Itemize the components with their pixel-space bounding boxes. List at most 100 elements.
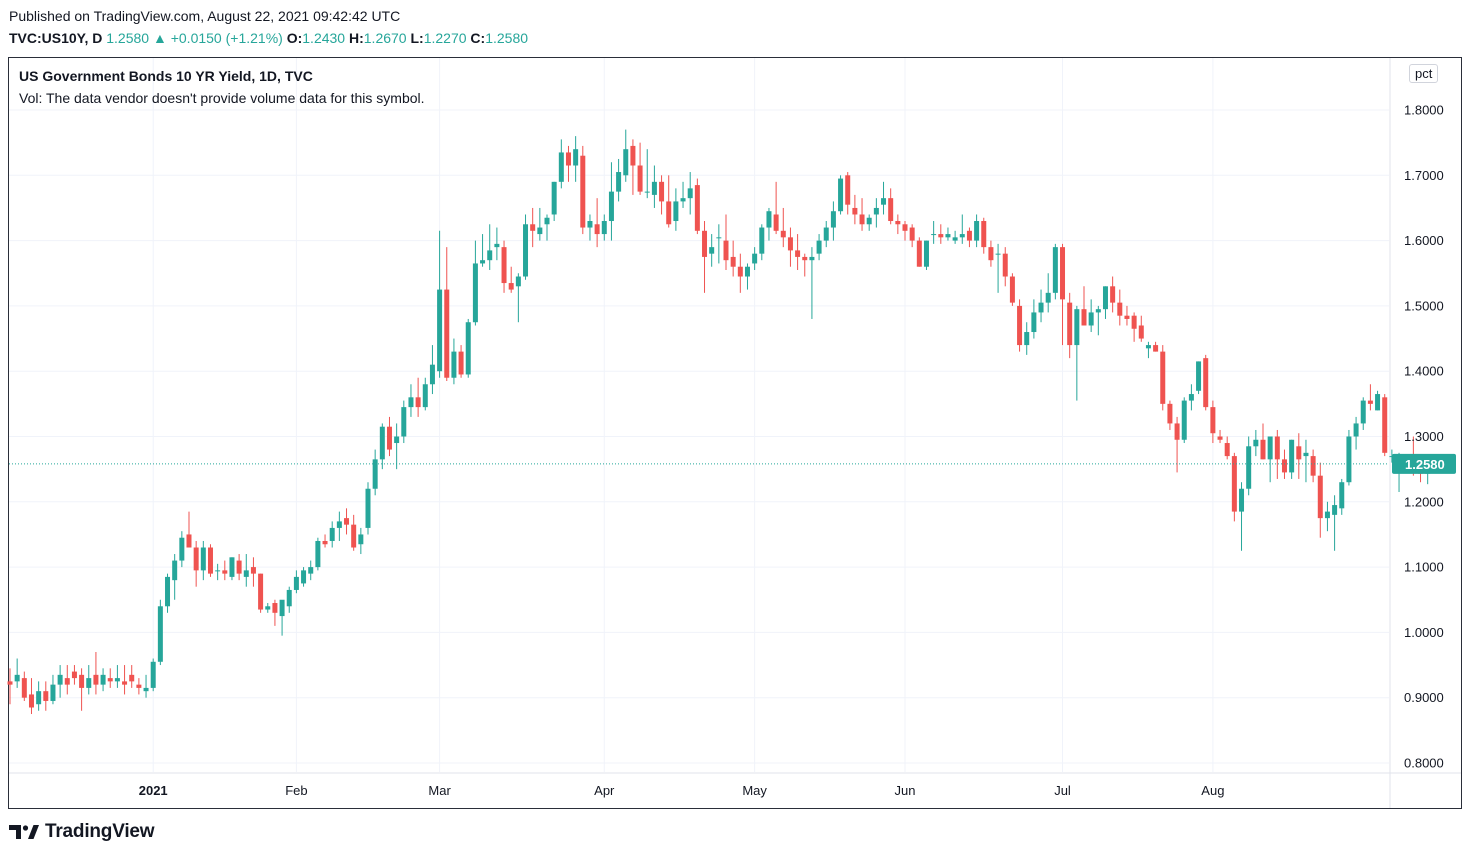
candle[interactable] bbox=[709, 234, 715, 267]
candle[interactable] bbox=[730, 240, 736, 277]
candle[interactable] bbox=[258, 573, 264, 613]
candle[interactable] bbox=[780, 207, 786, 248]
candle[interactable] bbox=[995, 243, 1001, 293]
candle[interactable] bbox=[988, 240, 994, 267]
candle[interactable] bbox=[143, 674, 149, 698]
candle[interactable] bbox=[759, 224, 765, 261]
candle[interactable] bbox=[437, 230, 443, 378]
candle[interactable] bbox=[1138, 315, 1144, 342]
candle[interactable] bbox=[308, 560, 314, 581]
candle[interactable] bbox=[1017, 299, 1023, 352]
candle[interactable] bbox=[494, 227, 500, 261]
candle[interactable] bbox=[687, 172, 693, 215]
candle[interactable] bbox=[737, 253, 743, 293]
candle[interactable] bbox=[895, 214, 901, 235]
candle[interactable] bbox=[1289, 439, 1295, 479]
candle[interactable] bbox=[1303, 439, 1309, 483]
candle[interactable] bbox=[193, 540, 199, 587]
candle[interactable] bbox=[952, 230, 958, 244]
candle[interactable] bbox=[1346, 429, 1352, 486]
tradingview-logo[interactable]: TradingView bbox=[9, 821, 155, 843]
candle[interactable] bbox=[472, 240, 478, 326]
candle[interactable] bbox=[1382, 394, 1388, 457]
candle[interactable] bbox=[923, 240, 929, 270]
candle[interactable] bbox=[1375, 390, 1381, 411]
candle[interactable] bbox=[1031, 299, 1037, 339]
candle[interactable] bbox=[888, 188, 894, 225]
candle[interactable] bbox=[401, 400, 407, 444]
candle[interactable] bbox=[1389, 449, 1395, 463]
candle[interactable] bbox=[1196, 361, 1202, 395]
candle[interactable] bbox=[1210, 400, 1216, 444]
candle[interactable] bbox=[1339, 478, 1345, 515]
candle[interactable] bbox=[673, 188, 679, 231]
candle[interactable] bbox=[845, 172, 851, 215]
candle[interactable] bbox=[752, 247, 758, 270]
candle[interactable] bbox=[981, 217, 987, 254]
candle[interactable] bbox=[1267, 436, 1273, 483]
candle[interactable] bbox=[909, 224, 915, 248]
candle[interactable] bbox=[1296, 433, 1302, 479]
candle[interactable] bbox=[1224, 436, 1230, 460]
candle[interactable] bbox=[859, 198, 865, 231]
candle[interactable] bbox=[830, 201, 836, 241]
candle[interactable] bbox=[608, 162, 614, 241]
candle[interactable] bbox=[86, 665, 92, 695]
candle[interactable] bbox=[916, 237, 922, 267]
candle[interactable] bbox=[14, 658, 20, 688]
candle[interactable] bbox=[716, 224, 722, 264]
candle[interactable] bbox=[723, 214, 729, 270]
candle[interactable] bbox=[272, 599, 278, 626]
candle[interactable] bbox=[1239, 482, 1245, 551]
candle[interactable] bbox=[1074, 305, 1080, 401]
candle[interactable] bbox=[114, 665, 120, 688]
candle[interactable] bbox=[551, 181, 557, 222]
candle[interactable] bbox=[1110, 276, 1116, 313]
candle[interactable] bbox=[358, 527, 364, 555]
candle[interactable] bbox=[279, 599, 285, 636]
candle[interactable] bbox=[587, 214, 593, 241]
candle[interactable] bbox=[866, 214, 872, 231]
candle[interactable] bbox=[365, 482, 371, 535]
candle[interactable] bbox=[222, 560, 228, 581]
candle[interactable] bbox=[1253, 429, 1259, 457]
candle[interactable] bbox=[451, 338, 457, 385]
candle[interactable] bbox=[601, 214, 607, 241]
candle[interactable] bbox=[150, 658, 156, 692]
candle[interactable] bbox=[881, 181, 887, 215]
candle[interactable] bbox=[379, 423, 385, 470]
candle[interactable] bbox=[1332, 495, 1338, 551]
candle[interactable] bbox=[1145, 341, 1151, 359]
candle[interactable] bbox=[322, 534, 328, 548]
candle[interactable] bbox=[637, 142, 643, 195]
candle[interactable] bbox=[1324, 501, 1330, 532]
candle[interactable] bbox=[408, 384, 414, 417]
candle[interactable] bbox=[458, 345, 464, 378]
candle[interactable] bbox=[336, 511, 342, 541]
candle[interactable] bbox=[286, 586, 292, 613]
candle[interactable] bbox=[1081, 286, 1087, 326]
candle[interactable] bbox=[1167, 400, 1173, 430]
candle[interactable] bbox=[207, 544, 213, 577]
candle[interactable] bbox=[823, 221, 829, 248]
candle[interactable] bbox=[938, 224, 944, 244]
candle[interactable] bbox=[50, 674, 56, 705]
candle[interactable] bbox=[644, 149, 650, 199]
candle[interactable] bbox=[344, 508, 350, 535]
candle[interactable] bbox=[386, 416, 392, 457]
candle[interactable] bbox=[966, 227, 972, 248]
candle[interactable] bbox=[7, 668, 13, 705]
candle[interactable] bbox=[623, 129, 629, 182]
candle[interactable] bbox=[165, 573, 171, 613]
candle[interactable] bbox=[594, 198, 600, 248]
candle[interactable] bbox=[415, 377, 421, 417]
candle[interactable] bbox=[809, 247, 815, 319]
candle[interactable] bbox=[873, 198, 879, 228]
candle[interactable] bbox=[852, 194, 858, 225]
candle[interactable] bbox=[315, 537, 321, 571]
candle[interactable] bbox=[931, 221, 937, 244]
candle[interactable] bbox=[329, 521, 335, 548]
candle[interactable] bbox=[394, 423, 400, 470]
candle[interactable] bbox=[1231, 452, 1237, 522]
